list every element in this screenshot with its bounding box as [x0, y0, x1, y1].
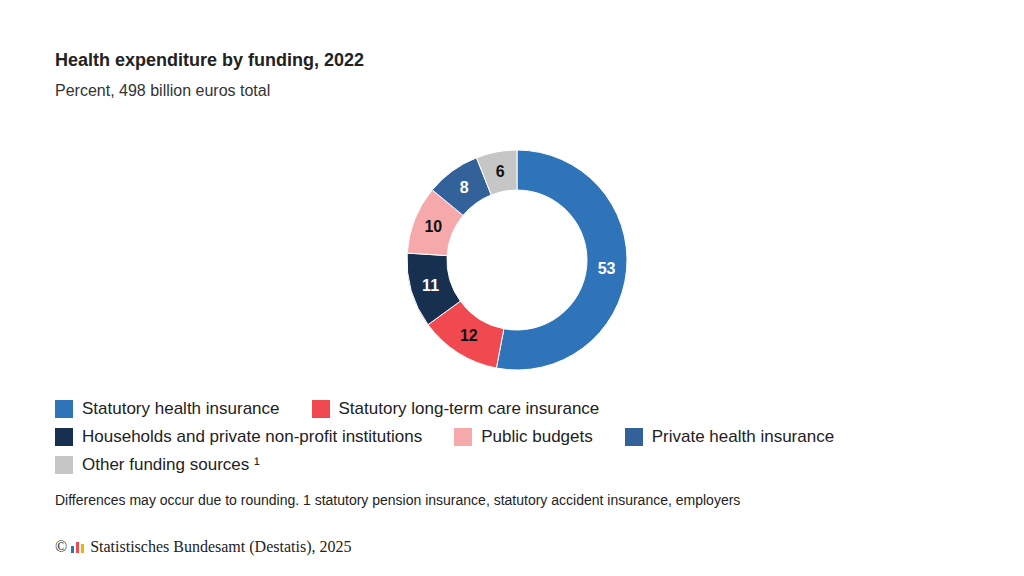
svg-text:53: 53 — [598, 260, 616, 277]
html-text:Private health insurance: Private health insurance — [651, 427, 835, 446]
html-text:Statutory long-term care insur: Statutory long-term care insurance — [338, 399, 600, 418]
html-text:Health expenditure by funding,: Health expenditure by funding, 2022 — [55, 50, 365, 70]
html-text:Statistisches Bundesamt (Desta: Statistisches Bundesamt (Destatis), 2025 — [90, 538, 352, 555]
html-text:Statutory health insurance: Statutory health insurance — [82, 399, 280, 418]
html-text:Public budgets: Public budgets — [481, 427, 593, 446]
svg-text:12: 12 — [460, 327, 478, 344]
html-text:Other funding sources ¹: Other funding sources ¹ — [82, 455, 260, 474]
html-text:Percent, 498 billion euros tot: Percent, 498 billion euros total — [55, 82, 271, 99]
svg-text:10: 10 — [424, 218, 442, 235]
svg-text:11: 11 — [422, 277, 439, 294]
svg-text:6: 6 — [496, 163, 505, 180]
html-text:Households and private non-pro: Households and private non-profit instit… — [82, 427, 423, 446]
html-text:Differences may occur due to r: Differences may occur due to rounding. 1… — [55, 492, 741, 508]
svg-text:8: 8 — [460, 179, 469, 196]
